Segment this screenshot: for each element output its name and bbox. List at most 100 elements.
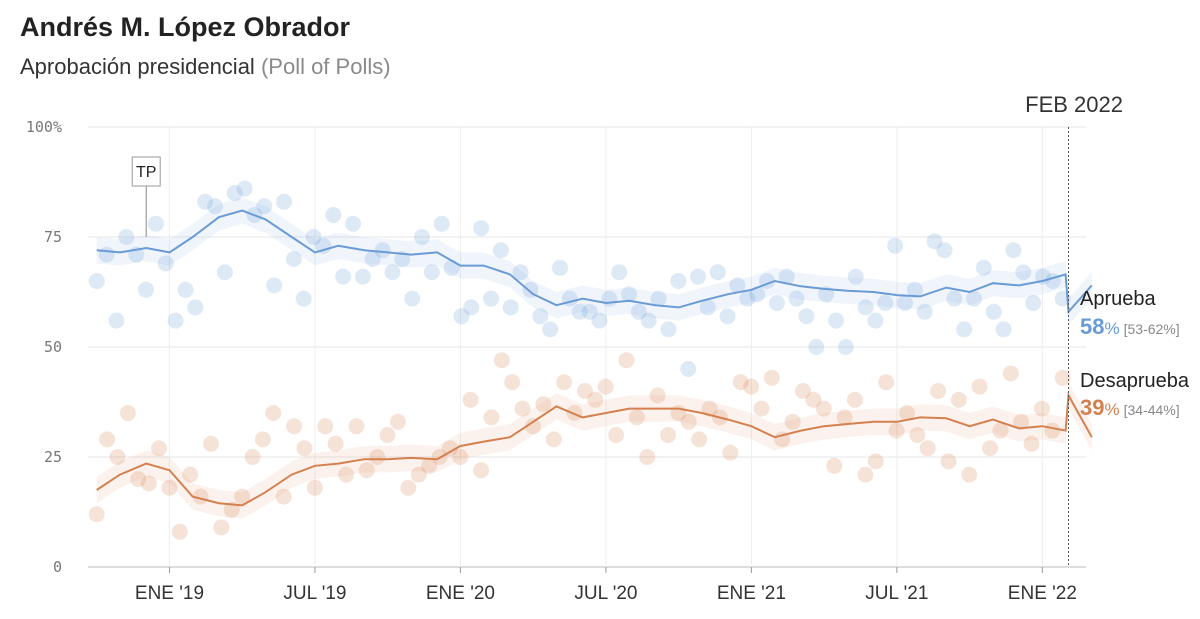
desaprueba-poll-point bbox=[846, 391, 863, 408]
annotation-label: TP bbox=[136, 164, 156, 181]
aprueba-poll-point bbox=[729, 277, 746, 294]
aprueba-poll-point bbox=[374, 242, 391, 259]
desaprueba-poll-point bbox=[1044, 422, 1061, 439]
desaprueba-poll-point bbox=[306, 479, 323, 496]
desaprueba-trend-line bbox=[96, 392, 1093, 507]
desaprueba-poll-point bbox=[805, 391, 822, 408]
aprueba-poll-point bbox=[581, 303, 598, 320]
desaprueba-value-number: 39 bbox=[1080, 395, 1104, 420]
desaprueba-poll-point bbox=[400, 479, 417, 496]
aprueba-poll-point bbox=[699, 299, 716, 316]
subtitle-source: (Poll of Polls) bbox=[260, 54, 391, 79]
desaprueba-poll-point bbox=[691, 431, 708, 448]
desaprueba-poll-point bbox=[898, 405, 915, 421]
desaprueba-poll-point bbox=[826, 457, 843, 474]
aprueba-poll-point bbox=[266, 277, 283, 294]
subtitle-main: Aprobación presidencial bbox=[20, 54, 255, 79]
aprueba-poll-point bbox=[226, 185, 243, 201]
aprueba-poll-point bbox=[453, 308, 470, 325]
aprueba-poll-point bbox=[335, 268, 352, 285]
desaprueba-poll-point bbox=[836, 409, 853, 426]
x-tick-label: JUL '21 bbox=[865, 583, 928, 604]
aprueba-poll-point bbox=[768, 295, 785, 311]
desaprueba-poll-point bbox=[982, 440, 999, 457]
desaprueba-poll-point bbox=[950, 391, 967, 408]
desaprueba-poll-point bbox=[660, 427, 677, 443]
aprueba-range: [53-62%] bbox=[1124, 321, 1180, 337]
aprueba-poll-point bbox=[118, 229, 135, 245]
desaprueba-poll-point bbox=[784, 413, 801, 430]
aprueba-poll-point bbox=[966, 290, 983, 307]
desaprueba-poll-point bbox=[753, 400, 770, 417]
desaprueba-poll-point bbox=[930, 383, 947, 399]
aprueba-poll-point bbox=[147, 215, 164, 232]
y-axis: 100% 75 50 25 0 bbox=[26, 118, 62, 576]
current-date-label: FEB 2022 bbox=[1025, 92, 1123, 117]
aprueba-poll-point bbox=[108, 312, 125, 329]
aprueba-poll-point bbox=[670, 273, 687, 289]
aprueba-value-number: 58 bbox=[1080, 314, 1104, 339]
aprueba-poll-point bbox=[778, 268, 795, 285]
desaprueba-poll-point bbox=[462, 391, 479, 408]
chart-subtitle: Aprobación presidencial (Poll of Polls) bbox=[20, 54, 391, 80]
desaprueba-poll-point bbox=[763, 369, 780, 386]
aprueba-poll-point bbox=[285, 251, 302, 267]
aprueba-poll-point bbox=[601, 290, 618, 307]
desaprueba-poll-point bbox=[88, 506, 105, 523]
desaprueba-band bbox=[96, 382, 1092, 519]
desaprueba-poll-point bbox=[483, 409, 500, 426]
desaprueba-poll-point bbox=[722, 444, 739, 461]
aprueba-value: 58% [53-62%] bbox=[1080, 314, 1180, 339]
aprueba-poll-point bbox=[167, 312, 184, 329]
aprueba-trend-line bbox=[96, 209, 1093, 315]
aprueba-poll-point bbox=[512, 264, 529, 281]
desaprueba-poll-point bbox=[867, 453, 884, 470]
aprueba-poll-point bbox=[364, 251, 381, 267]
poll-points bbox=[88, 180, 1071, 540]
aprueba-poll-point bbox=[975, 259, 992, 276]
desaprueba-poll-point bbox=[493, 352, 510, 369]
desaprueba-poll-point bbox=[597, 378, 614, 395]
aprueba-poll-point bbox=[325, 207, 342, 223]
desaprueba-poll-point bbox=[119, 405, 136, 421]
desaprueba-poll-point bbox=[140, 475, 157, 492]
desaprueba-poll-point bbox=[628, 409, 645, 426]
aprueba-poll-point bbox=[443, 259, 460, 276]
aprueba-poll-point bbox=[157, 255, 174, 272]
tp-annotation: TP bbox=[131, 156, 161, 237]
aprueba-poll-point bbox=[995, 321, 1012, 338]
y-tick-label: 25 bbox=[44, 448, 62, 466]
aprueba-poll-point bbox=[542, 321, 559, 338]
aprueba-poll-point bbox=[690, 268, 707, 285]
aprueba-poll-point bbox=[680, 361, 697, 377]
desaprueba-poll-point bbox=[1054, 369, 1071, 386]
desaprueba-poll-point bbox=[535, 396, 552, 413]
desaprueba-value-percent: % bbox=[1104, 400, 1119, 419]
desaprueba-poll-point bbox=[815, 400, 832, 417]
aprueba-poll-point bbox=[936, 242, 953, 259]
x-tick-label: ENE '20 bbox=[426, 583, 495, 604]
aprueba-poll-point bbox=[788, 290, 805, 307]
aprueba-poll-point bbox=[483, 290, 500, 307]
desaprueba-poll-point bbox=[514, 400, 531, 417]
desaprueba-poll-point bbox=[701, 400, 718, 417]
current-date-marker: FEB 2022 bbox=[1025, 92, 1123, 567]
aprueba-poll-point bbox=[719, 308, 736, 325]
aprueba-poll-point bbox=[138, 281, 155, 298]
aprueba-poll-point bbox=[256, 198, 273, 215]
desaprueba-poll-point bbox=[1013, 413, 1030, 430]
x-tick-label: ENE '19 bbox=[135, 583, 204, 604]
desaprueba-poll-point bbox=[171, 523, 188, 540]
desaprueba-poll-point bbox=[275, 488, 292, 505]
aprueba-poll-point bbox=[88, 273, 105, 289]
aprueba-band bbox=[96, 197, 1092, 325]
aprueba-poll-point bbox=[216, 264, 233, 281]
aprueba-value-percent: % bbox=[1104, 319, 1119, 338]
aprueba-poll-point bbox=[897, 295, 914, 311]
desaprueba-poll-point bbox=[649, 387, 666, 404]
aprueba-poll-point bbox=[739, 290, 756, 307]
desaprueba-poll-point bbox=[182, 466, 199, 483]
desaprueba-poll-point bbox=[971, 378, 988, 395]
aprueba-poll-point bbox=[867, 312, 884, 329]
desaprueba-poll-point bbox=[369, 449, 386, 465]
